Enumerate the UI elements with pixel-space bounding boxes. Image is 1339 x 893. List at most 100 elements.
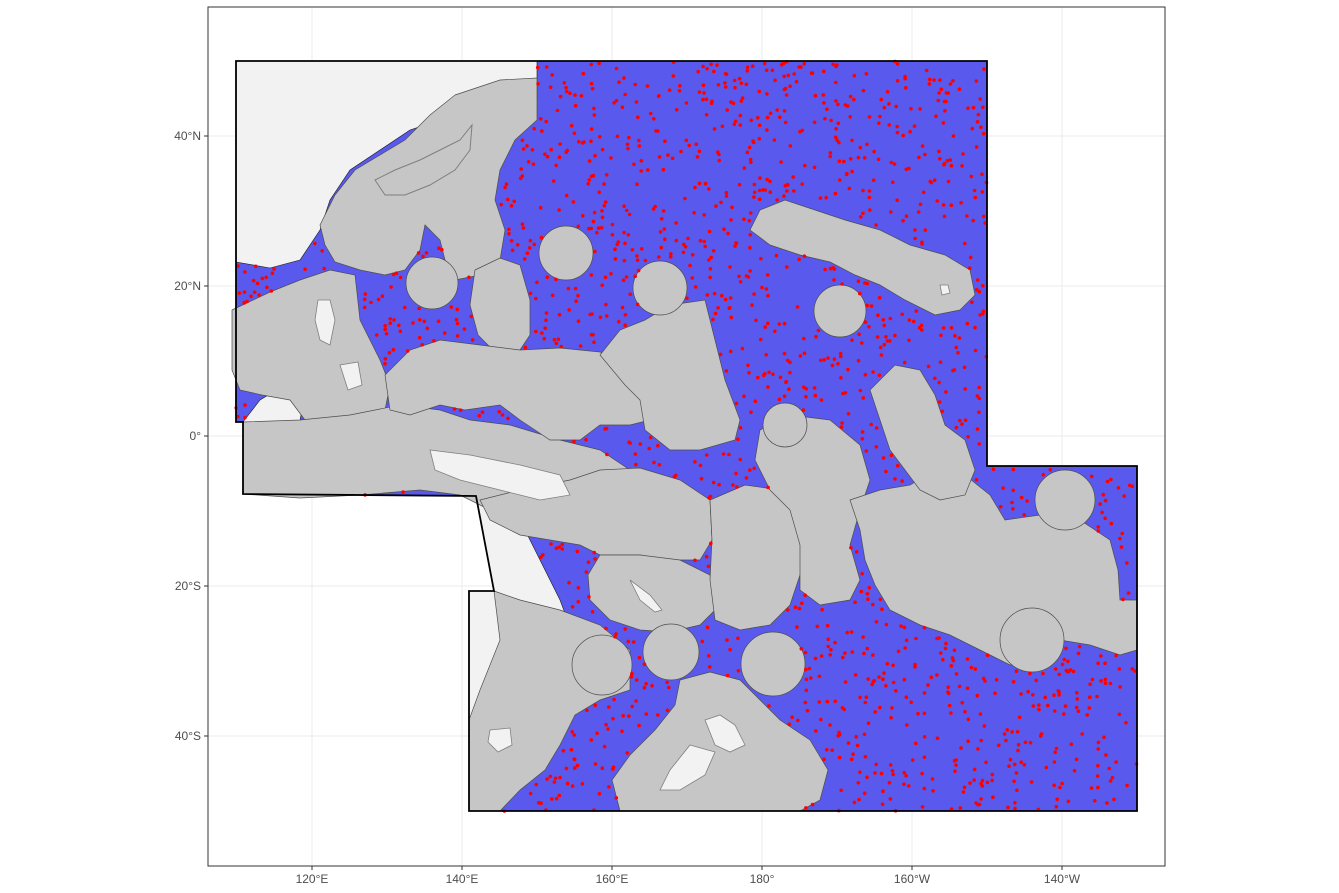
sample-point	[920, 771, 924, 776]
sample-point	[761, 188, 765, 192]
sample-point	[388, 317, 393, 321]
y-tick-label: 0°	[190, 429, 202, 443]
x-tick-label: 140°W	[1044, 872, 1081, 886]
sample-point	[723, 85, 728, 89]
sample-point	[734, 471, 738, 476]
sample-point	[809, 676, 813, 680]
sample-point	[860, 571, 864, 576]
sample-point	[536, 800, 541, 805]
sample-point	[938, 157, 942, 161]
sample-point	[895, 62, 900, 66]
sample-point	[785, 265, 789, 269]
sample-point	[545, 154, 550, 159]
sample-point	[852, 73, 857, 78]
sample-point	[736, 437, 740, 442]
sample-point	[392, 318, 396, 322]
sample-point	[726, 231, 730, 236]
sample-point	[836, 102, 840, 107]
sample-point	[595, 731, 599, 736]
sample-point	[956, 350, 960, 355]
sample-point	[819, 654, 824, 658]
sample-point	[863, 372, 868, 377]
sample-point	[750, 64, 755, 68]
sample-point	[858, 770, 862, 774]
y-tick-label: 40°N	[174, 129, 201, 143]
sample-point	[1060, 781, 1064, 786]
sample-point	[1096, 763, 1100, 768]
sample-point	[631, 640, 636, 644]
sample-point	[958, 806, 963, 810]
sample-point	[902, 625, 907, 630]
sample-point	[885, 339, 890, 343]
sample-point	[801, 408, 806, 412]
sample-point	[991, 795, 995, 799]
sample-point	[752, 292, 756, 296]
sample-point	[613, 247, 617, 251]
sample-point	[830, 363, 835, 368]
sample-point	[861, 188, 865, 193]
y-axis: 40°N 20°N 0° 20°S 40°S	[174, 129, 208, 743]
sample-point	[947, 703, 952, 708]
sample-point	[576, 319, 581, 324]
sample-point	[1031, 693, 1035, 697]
sample-point	[778, 115, 782, 119]
sample-point	[772, 138, 777, 142]
sample-point	[555, 108, 560, 113]
sample-point	[869, 304, 874, 308]
sample-point	[877, 373, 882, 378]
sample-point	[953, 334, 957, 338]
sample-point	[829, 647, 833, 652]
eez-line-islands	[869, 364, 976, 501]
sample-point	[863, 754, 868, 759]
sample-point	[570, 730, 574, 734]
sample-point	[971, 218, 975, 223]
sample-point	[843, 651, 847, 655]
sample-point	[1014, 771, 1019, 775]
sample-point	[702, 91, 706, 95]
sample-point	[422, 319, 427, 324]
sample-point	[902, 360, 907, 365]
sample-point	[724, 72, 729, 76]
study-area-border	[235, 60, 1138, 812]
sample-point	[633, 452, 638, 456]
sample-point	[507, 232, 511, 236]
sample-point	[862, 651, 866, 656]
sample-point	[387, 351, 392, 355]
sample-point	[803, 650, 808, 655]
sample-point	[1063, 704, 1068, 708]
sample-point	[882, 105, 887, 110]
sample-point	[243, 403, 247, 407]
sample-point	[613, 257, 618, 261]
sample-point	[850, 169, 854, 174]
sample-point	[668, 254, 673, 259]
sample-point	[1085, 713, 1089, 717]
sample-point	[958, 418, 962, 423]
sample-point	[900, 479, 904, 483]
y-tick-label: 20°N	[174, 279, 201, 293]
sample-point	[929, 675, 934, 680]
japan-coast	[374, 123, 473, 196]
sample-point	[697, 90, 702, 94]
sample-point	[895, 130, 900, 135]
sample-point	[548, 774, 553, 779]
sample-point	[950, 656, 955, 660]
sample-point	[620, 305, 625, 310]
sample-point	[949, 711, 953, 715]
sample-point	[850, 650, 855, 654]
sample-point	[1130, 667, 1135, 671]
sample-point	[709, 541, 713, 546]
sample-point	[690, 253, 695, 257]
sample-point	[819, 717, 823, 722]
sample-point	[637, 655, 642, 660]
sample-point	[1096, 740, 1101, 745]
sample-point	[589, 62, 593, 67]
sample-point	[535, 65, 540, 70]
sample-point	[795, 625, 799, 629]
sample-point	[881, 789, 885, 793]
sample-point	[740, 96, 745, 100]
sample-point	[596, 226, 601, 230]
sample-point	[884, 335, 888, 339]
sample-point	[599, 226, 604, 230]
sample-point	[708, 275, 712, 280]
sample-point	[985, 653, 990, 657]
